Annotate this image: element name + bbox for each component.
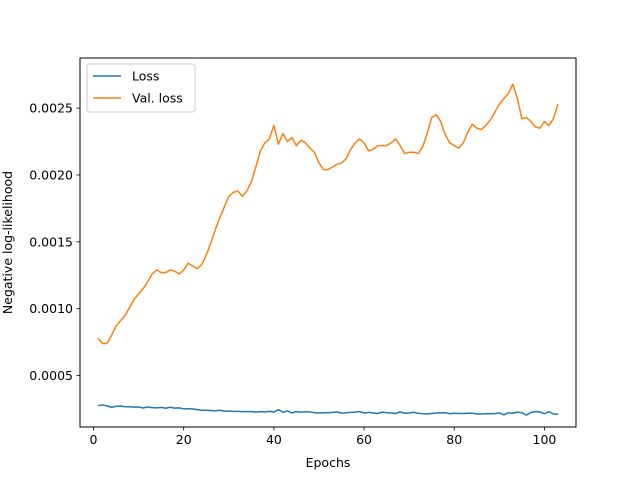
x-tick-label: 20 bbox=[176, 432, 192, 447]
axis-ticks: 0 20 40 60 80 100 0.0005 0.0010 0.0015 0.0020 0.00… bbox=[29, 101, 556, 447]
x-tick-label: 0 bbox=[90, 432, 98, 447]
y-tick-label: 0.0015 bbox=[29, 234, 73, 249]
legend: Loss Val. loss bbox=[86, 63, 196, 113]
y-tick-label: 0.0005 bbox=[29, 368, 73, 383]
series-lines bbox=[97, 83, 559, 416]
series-line-loss bbox=[97, 404, 559, 416]
x-tick-label: 80 bbox=[446, 432, 462, 447]
legend-label-val-loss: Val. loss bbox=[132, 91, 183, 106]
y-tick-label: 0.0020 bbox=[29, 167, 73, 182]
axes-frame bbox=[79, 57, 577, 428]
x-tick-label: 40 bbox=[266, 432, 282, 447]
series-line-val-loss bbox=[97, 83, 559, 345]
x-tick-label: 100 bbox=[533, 432, 557, 447]
x-axis-label: Epochs bbox=[306, 455, 351, 470]
y-axis-label: Negative log-likelihood bbox=[0, 171, 15, 314]
legend-label-loss: Loss bbox=[132, 69, 159, 84]
x-tick-label: 60 bbox=[356, 432, 372, 447]
y-tick-label: 0.0010 bbox=[29, 301, 73, 316]
y-tick-label: 0.0025 bbox=[29, 101, 73, 116]
